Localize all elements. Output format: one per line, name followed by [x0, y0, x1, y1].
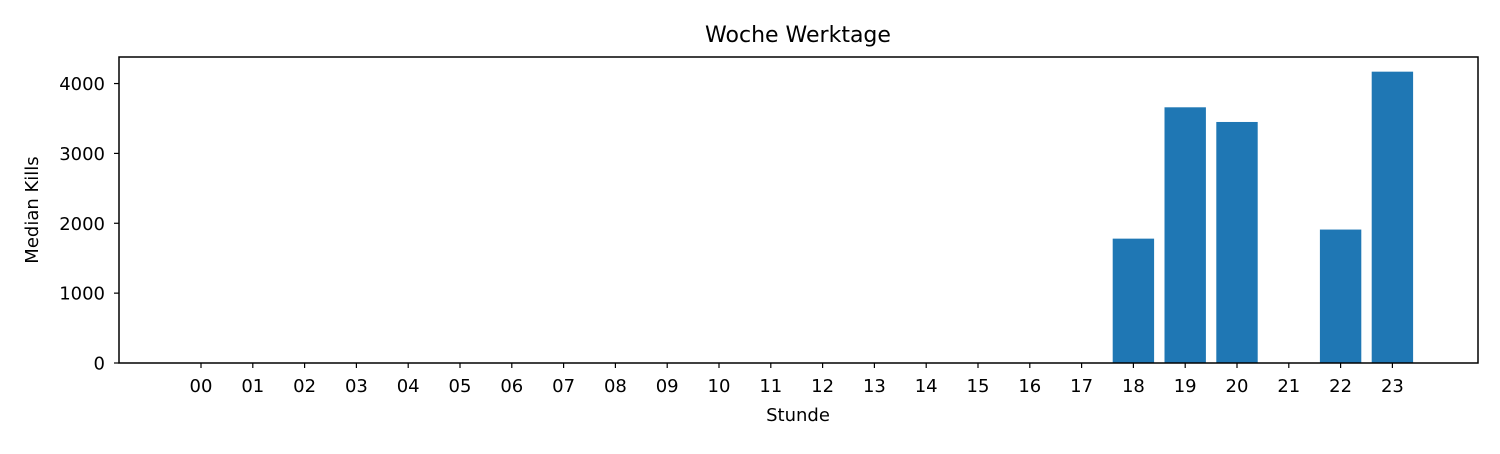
x-tick-label: 19: [1174, 376, 1197, 397]
y-axis-ticks: 0 1000 2000 3000 4000: [59, 74, 119, 375]
bar-23: [1371, 71, 1414, 364]
x-tick-label: 15: [967, 376, 990, 397]
x-tick-label: 09: [656, 376, 679, 397]
x-tick-label: 00: [190, 376, 213, 397]
x-tick-label: 08: [604, 376, 627, 397]
x-tick-label: 10: [708, 376, 731, 397]
x-tick-label: 17: [1070, 376, 1093, 397]
y-tick-label: 0: [94, 354, 105, 375]
x-tick-label: 03: [345, 376, 368, 397]
x-tick-label: 12: [811, 376, 834, 397]
x-tick-label: 02: [293, 376, 316, 397]
y-tick-label: 4000: [59, 74, 105, 95]
x-tick-label: 22: [1329, 376, 1352, 397]
y-tick-label: 3000: [59, 144, 105, 165]
y-tick-label: 1000: [59, 284, 105, 305]
bar-20: [1216, 121, 1258, 363]
x-tick-label: 16: [1018, 376, 1041, 397]
x-axis-ticks: 00 01 02 03 04 05 06 07 08 09 10 11 12 13 14 15 16 17 18 19…: [190, 363, 1404, 397]
bar-22: [1319, 229, 1362, 363]
x-tick-label: 14: [915, 376, 938, 397]
x-tick-label: 18: [1122, 376, 1145, 397]
bar-19: [1164, 107, 1206, 363]
x-tick-label: 21: [1277, 376, 1300, 397]
x-tick-label: 05: [449, 376, 472, 397]
chart-title: Woche Werktage: [705, 23, 891, 48]
x-tick-label: 01: [241, 376, 264, 397]
y-tick-label: 2000: [59, 214, 105, 235]
x-tick-label: 13: [863, 376, 886, 397]
bar-18: [1112, 238, 1155, 363]
x-tick-label: 23: [1381, 376, 1404, 397]
bars-layer: [1112, 71, 1414, 364]
x-tick-label: 20: [1226, 376, 1249, 397]
x-axis-label: Stunde: [766, 405, 830, 426]
x-tick-label: 06: [500, 376, 523, 397]
x-tick-label: 11: [759, 376, 782, 397]
x-tick-label: 04: [397, 376, 420, 397]
x-tick-label: 07: [552, 376, 575, 397]
y-axis-label: Median Kills: [22, 156, 43, 263]
plot-frame: [118, 56, 1479, 364]
